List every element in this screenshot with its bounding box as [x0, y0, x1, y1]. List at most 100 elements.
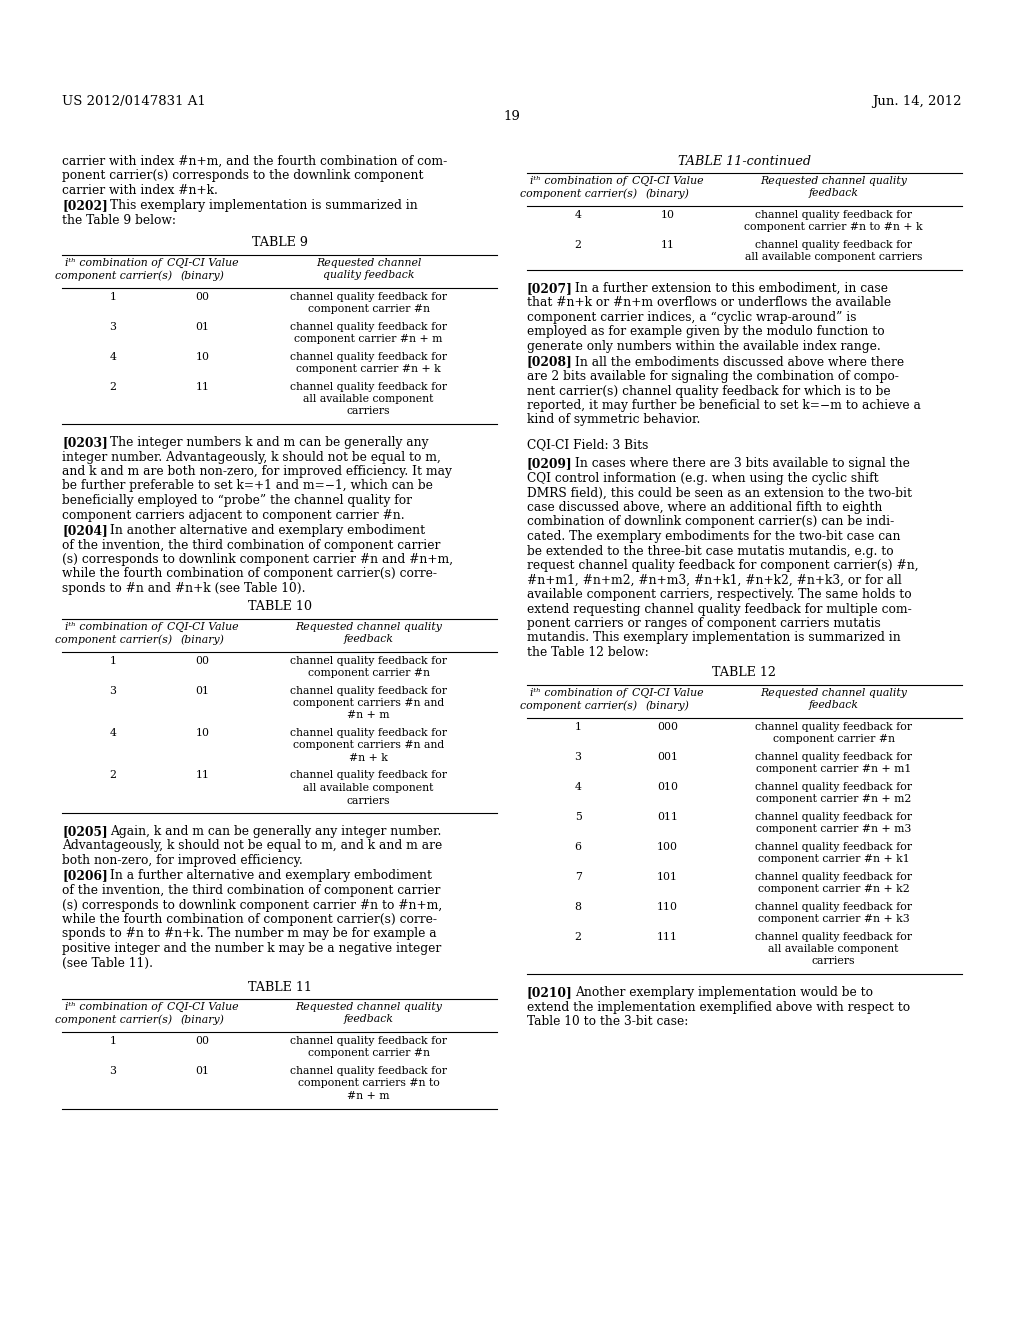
- Text: the Table 9 below:: the Table 9 below:: [62, 214, 176, 227]
- Text: 3: 3: [110, 685, 117, 696]
- Text: feedback: feedback: [809, 189, 859, 198]
- Text: CQI-CI Value: CQI-CI Value: [167, 257, 238, 268]
- Text: Again, k and m can be generally any integer number.: Again, k and m can be generally any inte…: [110, 825, 441, 838]
- Text: component carrier(s): component carrier(s): [54, 1015, 172, 1026]
- Text: [0209]: [0209]: [527, 458, 572, 470]
- Text: #n+m1, #n+m2, #n+m3, #n+k1, #n+k2, #n+k3, or for all: #n+m1, #n+m2, #n+m3, #n+k1, #n+k2, #n+k3…: [527, 573, 902, 586]
- Text: extend requesting channel quality feedback for multiple com-: extend requesting channel quality feedba…: [527, 602, 911, 615]
- Text: Requested channel quality: Requested channel quality: [295, 622, 442, 631]
- Text: ponent carriers or ranges of component carriers mutatis: ponent carriers or ranges of component c…: [527, 616, 881, 630]
- Text: be further preferable to set k=+1 and m=−1, which can be: be further preferable to set k=+1 and m=…: [62, 479, 433, 492]
- Text: TABLE 12: TABLE 12: [713, 667, 776, 680]
- Text: reported, it may further be beneficial to set k=−m to achieve a: reported, it may further be beneficial t…: [527, 399, 921, 412]
- Text: sponds to #n to #n+k. The number m may be for example a: sponds to #n to #n+k. The number m may b…: [62, 928, 436, 940]
- Text: employed as for example given by the modulo function to: employed as for example given by the mod…: [527, 326, 885, 338]
- Text: ponent carrier(s) corresponds to the downlink component: ponent carrier(s) corresponds to the dow…: [62, 169, 424, 182]
- Text: Requested channel: Requested channel: [316, 257, 421, 268]
- Text: iᵗʰ combination of: iᵗʰ combination of: [529, 176, 627, 186]
- Text: all available component: all available component: [303, 783, 434, 793]
- Text: channel quality feedback for: channel quality feedback for: [755, 781, 912, 792]
- Text: carriers: carriers: [812, 957, 855, 966]
- Text: feedback: feedback: [809, 700, 859, 710]
- Text: (binary): (binary): [180, 1015, 224, 1026]
- Text: sponds to #n and #n+k (see Table 10).: sponds to #n and #n+k (see Table 10).: [62, 582, 305, 595]
- Text: beneficially employed to “probe” the channel quality for: beneficially employed to “probe” the cha…: [62, 494, 412, 507]
- Text: component carrier #n: component carrier #n: [307, 1048, 430, 1059]
- Text: (binary): (binary): [645, 189, 689, 199]
- Text: component carrier(s): component carrier(s): [54, 634, 172, 644]
- Text: carrier with index #n+m, and the fourth combination of com-: carrier with index #n+m, and the fourth …: [62, 154, 447, 168]
- Text: TABLE 11-continued: TABLE 11-continued: [678, 154, 811, 168]
- Text: 1: 1: [110, 292, 117, 301]
- Text: 3: 3: [574, 751, 582, 762]
- Text: In a further alternative and exemplary embodiment: In a further alternative and exemplary e…: [110, 870, 432, 883]
- Text: 010: 010: [656, 781, 678, 792]
- Text: positive integer and the number k may be a negative integer: positive integer and the number k may be…: [62, 942, 441, 954]
- Text: iᵗʰ combination of: iᵗʰ combination of: [65, 257, 162, 268]
- Text: 01: 01: [196, 685, 209, 696]
- Text: 3: 3: [110, 322, 117, 331]
- Text: feedback: feedback: [344, 1015, 393, 1024]
- Text: (binary): (binary): [180, 271, 224, 281]
- Text: request channel quality feedback for component carrier(s) #n,: request channel quality feedback for com…: [527, 558, 919, 572]
- Text: (see Table 11).: (see Table 11).: [62, 957, 153, 969]
- Text: Advantageously, k should not be equal to m, and k and m are: Advantageously, k should not be equal to…: [62, 840, 442, 853]
- Text: combination of downlink component carrier(s) can be indi-: combination of downlink component carrie…: [527, 516, 894, 528]
- Text: all available component carriers: all available component carriers: [745, 252, 923, 263]
- Text: 1: 1: [574, 722, 582, 731]
- Text: all available component: all available component: [303, 393, 434, 404]
- Text: 6: 6: [574, 842, 582, 851]
- Text: component carriers #n and: component carriers #n and: [293, 698, 444, 708]
- Text: component carrier(s): component carrier(s): [519, 189, 637, 199]
- Text: 00: 00: [196, 1036, 209, 1045]
- Text: [0204]: [0204]: [62, 524, 108, 537]
- Text: of the invention, the third combination of component carrier: of the invention, the third combination …: [62, 539, 440, 552]
- Text: [0202]: [0202]: [62, 199, 108, 213]
- Text: In cases where there are 3 bits available to signal the: In cases where there are 3 bits availabl…: [575, 458, 910, 470]
- Text: channel quality feedback for: channel quality feedback for: [290, 771, 447, 780]
- Text: 101: 101: [656, 871, 678, 882]
- Text: Table 10 to the 3-bit case:: Table 10 to the 3-bit case:: [527, 1015, 688, 1028]
- Text: [0207]: [0207]: [527, 282, 572, 294]
- Text: [0203]: [0203]: [62, 436, 108, 449]
- Text: 11: 11: [196, 381, 209, 392]
- Text: 00: 00: [196, 656, 209, 665]
- Text: #n + m: #n + m: [347, 1092, 390, 1101]
- Text: cated. The exemplary embodiments for the two-bit case can: cated. The exemplary embodiments for the…: [527, 531, 900, 543]
- Text: 10: 10: [196, 729, 209, 738]
- Text: channel quality feedback for: channel quality feedback for: [755, 871, 912, 882]
- Text: The integer numbers k and m can be generally any: The integer numbers k and m can be gener…: [110, 436, 428, 449]
- Text: the Table 12 below:: the Table 12 below:: [527, 645, 649, 659]
- Text: CQI control information (e.g. when using the cyclic shift: CQI control information (e.g. when using…: [527, 473, 879, 484]
- Text: 8: 8: [574, 902, 582, 912]
- Text: component carriers #n and: component carriers #n and: [293, 741, 444, 751]
- Text: 00: 00: [196, 292, 209, 301]
- Text: extend the implementation exemplified above with respect to: extend the implementation exemplified ab…: [527, 1001, 910, 1014]
- Text: channel quality feedback for: channel quality feedback for: [755, 842, 912, 851]
- Text: channel quality feedback for: channel quality feedback for: [290, 1036, 447, 1045]
- Text: CQI-CI Field: 3 Bits: CQI-CI Field: 3 Bits: [527, 438, 648, 451]
- Text: 01: 01: [196, 1067, 209, 1076]
- Text: component carrier #n + k1: component carrier #n + k1: [758, 854, 909, 865]
- Text: channel quality feedback for: channel quality feedback for: [290, 322, 447, 331]
- Text: 111: 111: [656, 932, 678, 941]
- Text: 19: 19: [504, 110, 520, 123]
- Text: generate only numbers within the available index range.: generate only numbers within the availab…: [527, 341, 881, 352]
- Text: iᵗʰ combination of: iᵗʰ combination of: [65, 622, 162, 631]
- Text: In all the embodiments discussed above where there: In all the embodiments discussed above w…: [575, 355, 904, 368]
- Text: TABLE 9: TABLE 9: [252, 236, 307, 249]
- Text: channel quality feedback for: channel quality feedback for: [755, 240, 912, 249]
- Text: 4: 4: [574, 781, 582, 792]
- Text: channel quality feedback for: channel quality feedback for: [755, 722, 912, 731]
- Text: [0205]: [0205]: [62, 825, 108, 838]
- Text: quality feedback: quality feedback: [323, 271, 415, 280]
- Text: component carrier #n + m1: component carrier #n + m1: [756, 764, 911, 774]
- Text: Requested channel quality: Requested channel quality: [760, 176, 907, 186]
- Text: This exemplary implementation is summarized in: This exemplary implementation is summari…: [110, 199, 418, 213]
- Text: component carrier(s): component carrier(s): [519, 700, 637, 710]
- Text: 01: 01: [196, 322, 209, 331]
- Text: [0206]: [0206]: [62, 870, 108, 883]
- Text: 3: 3: [110, 1067, 117, 1076]
- Text: channel quality feedback for: channel quality feedback for: [290, 292, 447, 301]
- Text: 4: 4: [110, 351, 117, 362]
